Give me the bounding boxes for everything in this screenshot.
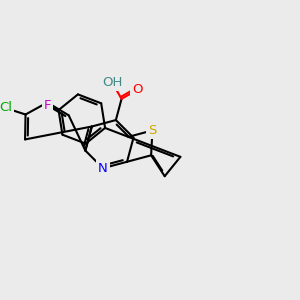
- Text: Cl: Cl: [0, 101, 12, 115]
- Text: OH: OH: [102, 76, 122, 89]
- Text: S: S: [148, 124, 157, 137]
- Text: F: F: [44, 99, 51, 112]
- Text: O: O: [133, 83, 143, 96]
- Text: N: N: [98, 162, 108, 175]
